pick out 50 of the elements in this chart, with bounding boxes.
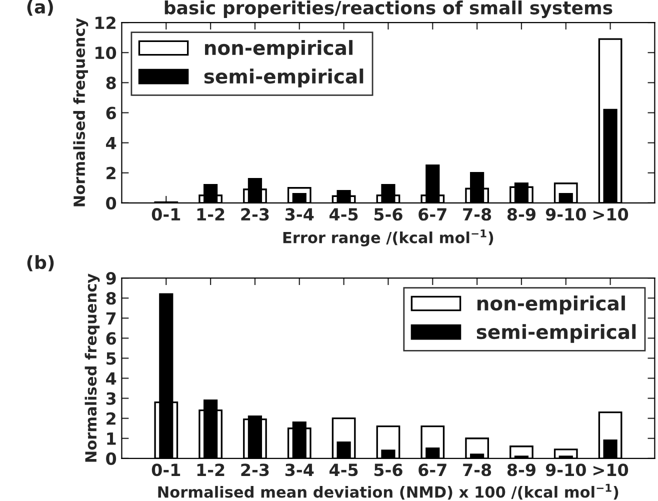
x-tick-label: 8-9 [507, 464, 536, 476]
x-tick-label: 4-5 [330, 464, 358, 476]
text: (a) [27, 0, 53, 16]
legend-label: semi-empirical [204, 68, 364, 88]
y-tick-label: 3 [106, 392, 116, 405]
legend-label: non-empirical [477, 296, 625, 314]
y-tick-label: 0 [106, 452, 116, 465]
chart-title: basic properities/reactions of small systems [164, 0, 612, 18]
y-tick-label: 10 [96, 46, 116, 60]
x-tick-label: 9-10 [546, 464, 586, 476]
y-tick-label: 5 [106, 352, 116, 365]
y-tick-label: 4 [106, 372, 116, 385]
y-tick-label: 6 [106, 332, 116, 345]
x-tick-label: >10 [593, 464, 628, 476]
x-tick-label: 3-4 [285, 208, 314, 221]
x-tick-label: 1-2 [197, 208, 224, 220]
legend-label: semi-empirical [476, 324, 636, 343]
x-tick-label: 5-6 [374, 464, 402, 476]
x-tick-label: 8-9 [507, 208, 536, 221]
y-tick-label: 6 [106, 106, 116, 120]
x-tick-label: 2-3 [241, 208, 269, 221]
y-tick-label: 1 [107, 432, 116, 445]
x-tick-label: 9-10 [546, 208, 586, 221]
y-tick-label: 4 [106, 136, 116, 150]
y-tick-label: 12 [96, 16, 116, 29]
y-tick-label: 2 [106, 166, 116, 180]
y-tick-label: 9 [106, 272, 116, 285]
x-tick-label: 7-8 [463, 208, 492, 221]
x-tick-label: 7-8 [463, 464, 492, 476]
legend-label: non-empirical [205, 40, 352, 59]
x-axis-title: Error range /(kcal mol$^{−1}$) [283, 229, 494, 246]
x-tick-label: 3-4 [285, 464, 314, 476]
y-tick-label: 8 [106, 76, 116, 90]
x-tick-label: 5-6 [374, 208, 402, 221]
y-axis-title: Normalised frequency [73, 18, 88, 206]
y-tick-label: 0 [106, 196, 116, 210]
y-tick-label: 2 [106, 412, 116, 425]
y-tick-label: 8 [106, 292, 116, 305]
x-tick-label: 0-1 [152, 464, 180, 476]
x-tick-label: 6-7 [418, 464, 446, 476]
y-axis-title: Normalised frequency [84, 274, 100, 462]
x-tick-label: 6-7 [418, 208, 446, 221]
text: (b) [27, 255, 54, 272]
x-tick-label: >10 [593, 208, 628, 221]
y-tick-label: 7 [106, 312, 116, 324]
x-tick-label: 0-1 [152, 208, 180, 221]
x-tick-label: 2-3 [241, 464, 269, 476]
x-tick-label: 4-5 [330, 208, 358, 221]
x-tick-label: 1-2 [197, 464, 224, 476]
x-axis-title: Normalised mean deviation (NMD) x 100 /(kcal mol$^{−1}$) [158, 484, 618, 500]
